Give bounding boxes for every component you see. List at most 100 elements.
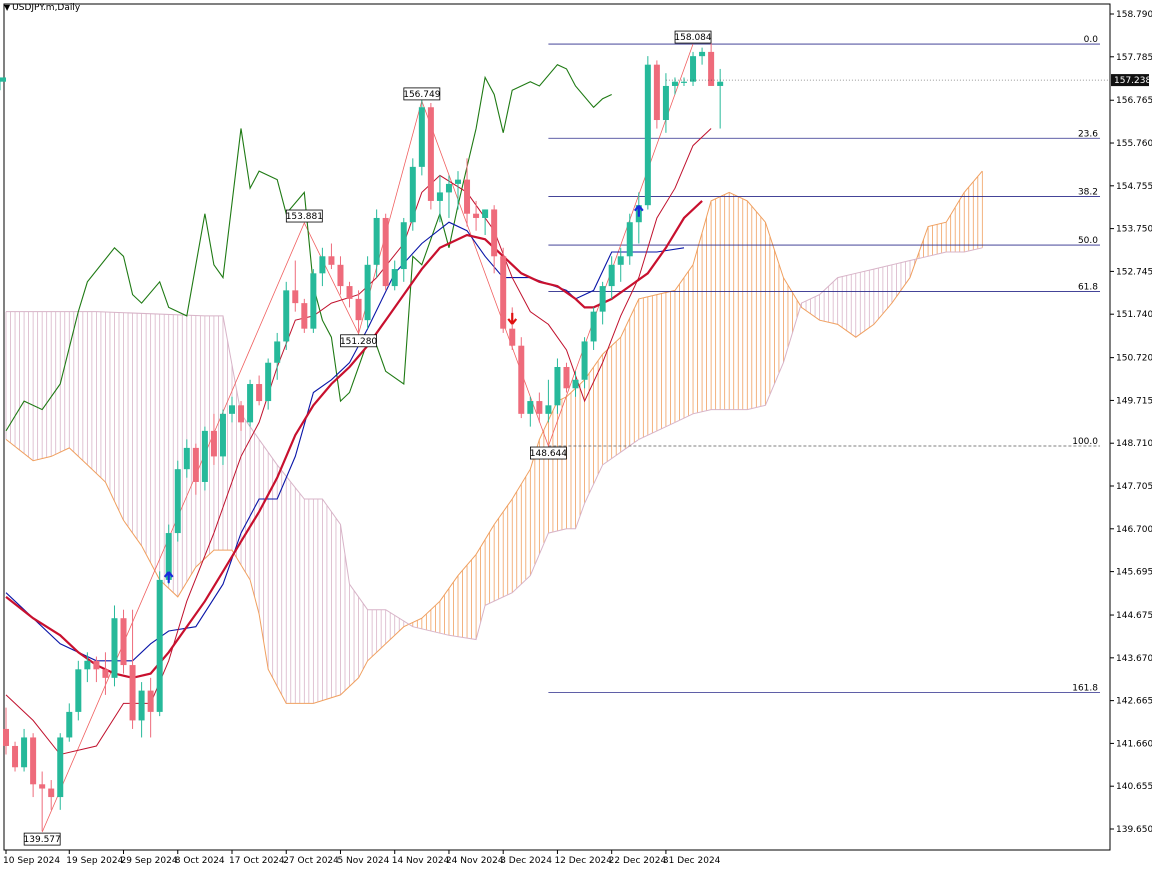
svg-text:158.084: 158.084: [674, 33, 711, 43]
time-tick-label: 17 Oct 2024: [229, 856, 285, 866]
candle-body: [301, 303, 308, 329]
time-tick-label: 22 Dec 2024: [609, 856, 667, 866]
candle: [662, 73, 669, 133]
candle-body: [265, 362, 272, 402]
candle: [644, 56, 651, 210]
candle-body: [238, 405, 245, 423]
price-tick-label: 156.765: [1116, 96, 1152, 106]
candle: [364, 256, 371, 329]
candle-body: [0, 77, 6, 82]
price-tick-label: 142.665: [1116, 697, 1152, 707]
candle: [581, 337, 588, 389]
fib-level-label: 50.0: [1078, 236, 1098, 246]
candle-body: [708, 51, 715, 86]
candle-body: [500, 256, 507, 329]
candle: [57, 733, 64, 810]
svg-text:153.881: 153.881: [286, 212, 323, 222]
candle-body: [39, 784, 46, 789]
candle-body: [699, 51, 706, 57]
price-tick-label: 155.760: [1116, 139, 1152, 149]
svg-text:139.577: 139.577: [24, 835, 61, 845]
candle-body: [662, 85, 669, 121]
candle: [319, 247, 326, 287]
pivot-price-label: 153.881: [286, 209, 323, 223]
candle-body: [355, 298, 362, 321]
price-tick-label: 145.695: [1116, 568, 1152, 578]
candle: [219, 409, 226, 465]
candle: [355, 290, 362, 333]
candle: [455, 171, 461, 210]
candle-body: [201, 430, 208, 482]
candle: [563, 362, 570, 393]
candle: [536, 392, 543, 423]
candle-body: [219, 413, 226, 457]
candle-body: [554, 366, 561, 406]
candle: [75, 660, 82, 721]
candle: [247, 379, 254, 427]
candle: [653, 60, 660, 129]
price-tick-label: 144.675: [1116, 611, 1152, 621]
candle-body: [563, 366, 570, 389]
pivot-price-label: 139.577: [24, 832, 61, 846]
candle-body: [337, 264, 344, 287]
time-tick-label: 29 Sep 2024: [121, 856, 178, 866]
candle: [183, 439, 190, 478]
triangle-down-icon[interactable]: ▼: [4, 3, 11, 12]
current-price-tag: 157.238: [1111, 74, 1151, 87]
svg-text:156.749: 156.749: [403, 90, 440, 100]
candle-body: [445, 183, 452, 193]
fibonacci-levels: 0.0 23.6 38.2 50.0 61.8 100.0 161.8: [548, 35, 1100, 694]
candle: [554, 358, 561, 414]
candle-body: [346, 286, 353, 299]
candle-body: [473, 213, 480, 218]
candle-body: [418, 107, 425, 167]
candle-body: [30, 737, 37, 785]
svg-text:157.238: 157.238: [1114, 76, 1151, 86]
time-tick-label: 10 Sep 2024: [3, 856, 60, 866]
plot-frame: [3, 3, 1111, 851]
candle: [346, 281, 353, 308]
candle-body: [3, 728, 9, 746]
candle-body: [21, 737, 28, 768]
candle-body: [391, 269, 398, 287]
candle-body: [319, 256, 326, 274]
candle-body: [310, 273, 317, 329]
kijun-sen-line: [5, 221, 685, 662]
candle: [21, 728, 28, 772]
candle-body: [455, 179, 461, 184]
candle: [111, 605, 118, 687]
candle-body: [120, 618, 127, 666]
arrow-up-icon: [633, 205, 644, 217]
price-tick-label: 154.755: [1116, 182, 1152, 192]
senkou-span-b-line: [6, 247, 983, 641]
candle-body: [256, 384, 263, 402]
candle-body: [509, 328, 516, 346]
candle-body: [599, 286, 606, 312]
candle: [445, 175, 452, 218]
candle-body: [12, 745, 19, 768]
candle-body: [608, 264, 615, 287]
candle: [464, 158, 471, 227]
candle: [572, 371, 579, 397]
time-tick-label: 27 Oct 2024: [283, 856, 339, 866]
candle-body: [93, 660, 100, 670]
candle: [0, 77, 6, 91]
time-tick-label: 5 Nov 2024: [337, 856, 389, 866]
fib-level-label: 0.0: [1084, 35, 1099, 45]
time-tick-label: 19 Sep 2024: [66, 856, 123, 866]
candle: [626, 213, 633, 265]
candle-body: [283, 290, 290, 342]
price-tick-label: 157.785: [1116, 53, 1152, 63]
candle: [400, 217, 407, 282]
candle: [265, 358, 272, 410]
candle-body: [174, 469, 181, 534]
candle: [699, 47, 706, 65]
candle-body: [400, 222, 407, 270]
candle: [708, 43, 715, 86]
arrow-up-icon: [163, 571, 174, 583]
price-tick-label: 153.750: [1116, 225, 1152, 235]
candle: [545, 379, 552, 423]
svg-text:151.280: 151.280: [340, 337, 377, 347]
